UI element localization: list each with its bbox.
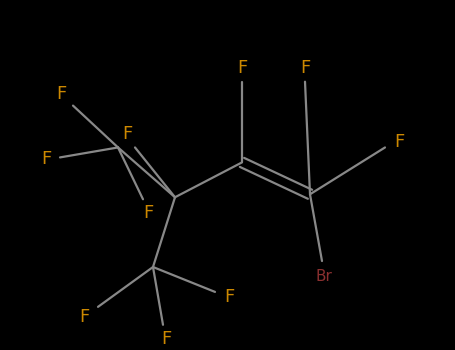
Text: F: F [79,308,89,326]
Text: F: F [161,330,171,348]
Text: F: F [143,204,153,222]
Text: Br: Br [316,270,333,285]
Text: F: F [394,133,404,152]
Text: F: F [224,288,234,306]
Text: F: F [56,85,66,103]
Text: F: F [237,59,247,77]
Text: F: F [300,59,310,77]
Text: F: F [122,125,132,142]
Text: F: F [41,150,51,168]
